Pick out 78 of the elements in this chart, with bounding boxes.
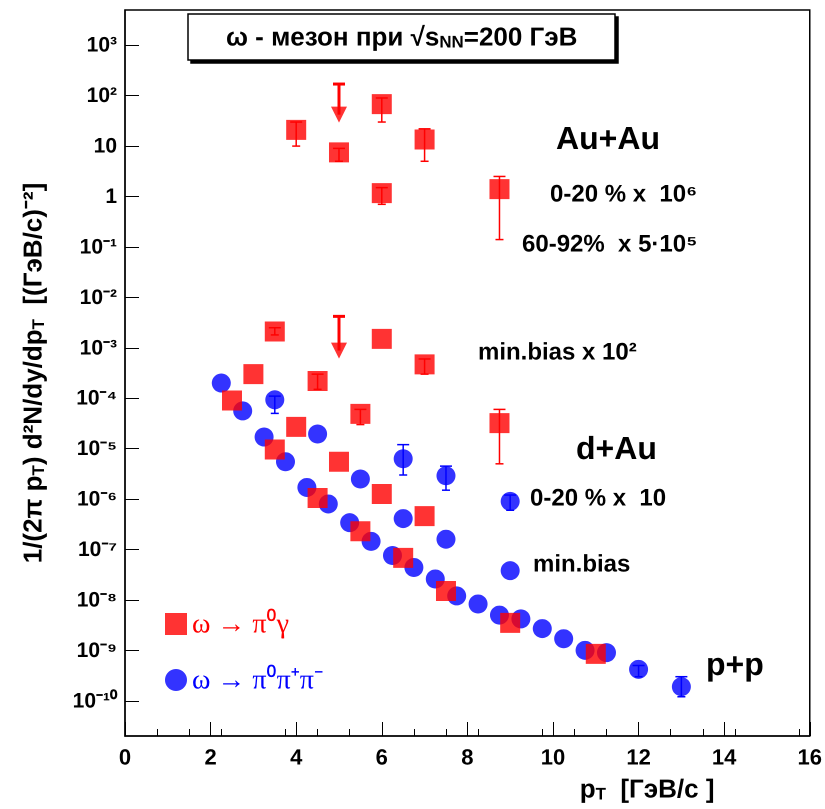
point bbox=[629, 660, 648, 679]
point bbox=[286, 120, 306, 140]
x-tick-label: 14 bbox=[712, 744, 738, 770]
y-tick-label: 10⁻³ bbox=[80, 336, 117, 360]
y-axis-title: 1/(2π pT) d²N/dy/dpT [(ГэВ/c)⁻²] bbox=[18, 182, 48, 564]
y-tick-label: 10 bbox=[94, 134, 117, 158]
point bbox=[394, 449, 413, 468]
x-tick-label: 2 bbox=[204, 744, 217, 770]
point bbox=[372, 94, 392, 114]
point bbox=[264, 440, 285, 460]
point bbox=[222, 390, 242, 411]
y-tick-label: 1 bbox=[105, 185, 118, 208]
point bbox=[328, 142, 349, 162]
point bbox=[468, 594, 488, 614]
point bbox=[265, 390, 284, 410]
point bbox=[500, 612, 520, 633]
point bbox=[500, 561, 520, 580]
y-tick-label: 10⁻⁷ bbox=[78, 538, 117, 561]
annotation: 0-20 % x 10 bbox=[530, 484, 666, 512]
point bbox=[372, 484, 392, 504]
point bbox=[436, 581, 456, 602]
annotation: d+Au bbox=[576, 430, 657, 466]
point bbox=[394, 509, 413, 528]
point bbox=[308, 488, 328, 508]
point bbox=[414, 130, 435, 150]
point bbox=[672, 677, 691, 696]
point bbox=[500, 492, 520, 511]
y-tick-label: 10³ bbox=[86, 34, 117, 57]
point bbox=[350, 404, 370, 424]
point bbox=[436, 530, 456, 549]
y-tick-label: 10⁻¹ bbox=[80, 235, 117, 258]
point bbox=[532, 619, 552, 638]
point bbox=[372, 328, 392, 349]
point bbox=[393, 548, 414, 568]
y-tick-label: 10² bbox=[86, 84, 117, 108]
x-tick-label: 4 bbox=[290, 744, 304, 770]
point bbox=[350, 521, 370, 542]
annotation: 0-20 % x 10⁶ bbox=[550, 180, 698, 208]
point bbox=[243, 364, 264, 384]
x-axis-title: pT [ГэВ/c ] bbox=[580, 773, 715, 804]
y-tick-label: 10⁻⁸ bbox=[76, 588, 117, 612]
point bbox=[286, 416, 306, 437]
x-tick-label: 16 bbox=[798, 744, 822, 770]
point bbox=[554, 629, 574, 648]
y-tick-label: 10⁻¹⁰ bbox=[72, 688, 118, 712]
y-tick-label: 10⁻⁴ bbox=[76, 386, 117, 410]
x-tick-label: 8 bbox=[461, 744, 474, 770]
x-tick-label: 0 bbox=[118, 744, 132, 770]
y-tick-label: 10⁻⁹ bbox=[76, 638, 117, 662]
point bbox=[212, 374, 231, 393]
point bbox=[264, 322, 285, 342]
annotation: min.bias bbox=[533, 550, 630, 578]
text: ω - мезон при √sNN=200 ГэВ bbox=[226, 21, 578, 52]
legend-label: ω → π⁰π⁺π⁻ bbox=[192, 664, 323, 696]
point bbox=[586, 644, 606, 664]
x-tick-label: 6 bbox=[376, 744, 388, 770]
annotation: 60-92% x 5·10⁵ bbox=[522, 230, 698, 258]
point bbox=[489, 179, 510, 200]
point bbox=[414, 506, 435, 526]
y-tick-label: 10⁻⁵ bbox=[76, 437, 117, 460]
point bbox=[489, 413, 510, 434]
point bbox=[330, 106, 347, 123]
x-tick-label: 12 bbox=[626, 744, 651, 770]
annotation: min.bias x 10² bbox=[478, 338, 637, 366]
point bbox=[372, 183, 392, 204]
y-tick-label: 10⁻² bbox=[80, 286, 117, 309]
point bbox=[330, 342, 347, 359]
point bbox=[414, 354, 435, 374]
point bbox=[328, 452, 349, 472]
y-tick-label: 10⁻⁶ bbox=[76, 488, 117, 511]
point bbox=[350, 470, 370, 488]
annotation: p+p bbox=[706, 646, 764, 682]
legend-label: ω → π⁰γ bbox=[192, 608, 289, 640]
point bbox=[308, 424, 328, 444]
point bbox=[436, 466, 456, 486]
annotation: Au+Au bbox=[556, 120, 660, 156]
point bbox=[308, 370, 328, 391]
x-tick-label: 10 bbox=[540, 744, 566, 770]
